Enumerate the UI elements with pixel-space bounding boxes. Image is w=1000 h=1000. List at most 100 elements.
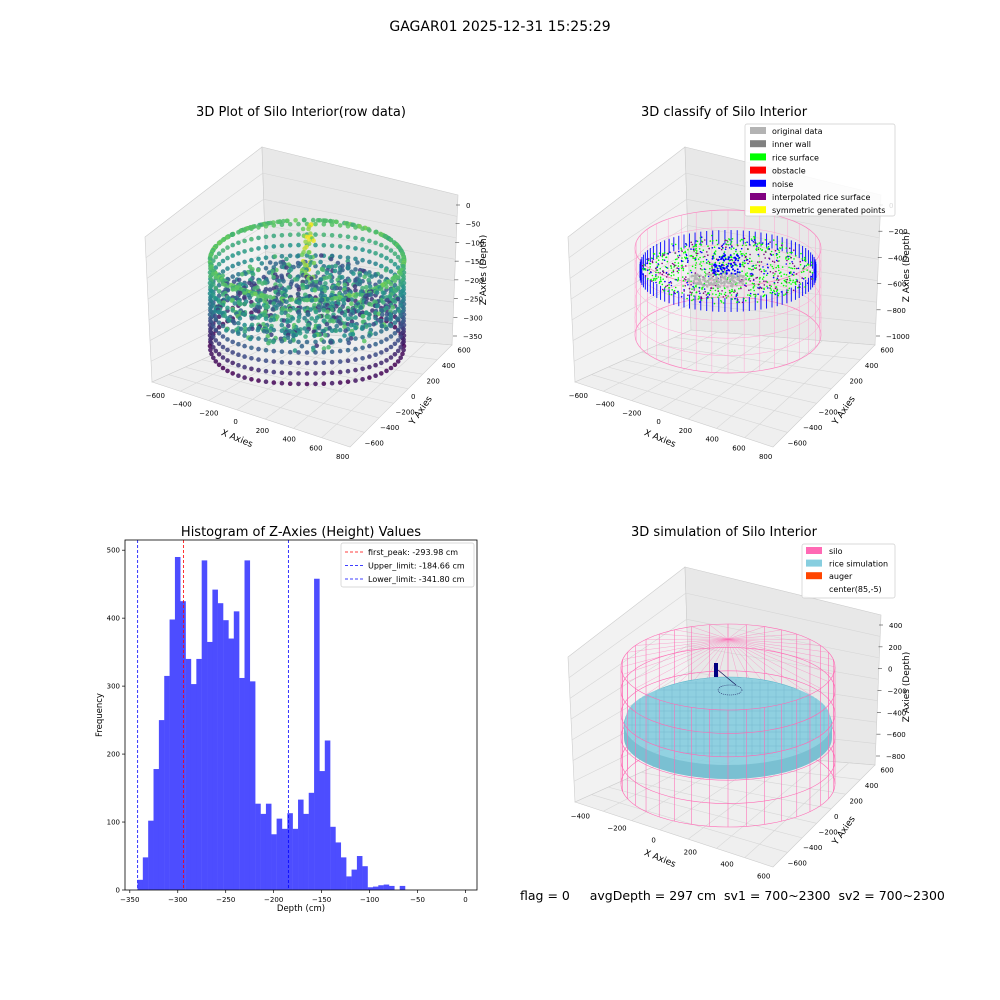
x-tick-label: −350 bbox=[120, 896, 139, 904]
classified-point bbox=[795, 280, 797, 283]
classified-point bbox=[788, 247, 791, 250]
noise-point bbox=[737, 259, 740, 262]
data-point bbox=[284, 218, 290, 224]
classified-point bbox=[802, 278, 805, 280]
x-tick-label: −600 bbox=[146, 392, 165, 400]
data-point bbox=[379, 253, 384, 258]
data-point bbox=[230, 287, 235, 292]
data-point bbox=[337, 359, 343, 364]
data-point bbox=[353, 288, 358, 293]
classified-point bbox=[780, 271, 782, 274]
x-tick-label: 0 bbox=[463, 896, 467, 904]
noise-point bbox=[713, 272, 716, 275]
classified-point bbox=[687, 249, 689, 251]
data-point bbox=[360, 226, 365, 231]
histogram-bar bbox=[308, 792, 315, 890]
data-point bbox=[401, 295, 406, 300]
classified-point bbox=[672, 270, 675, 273]
classified-point bbox=[673, 264, 676, 267]
histogram-bar bbox=[217, 603, 224, 890]
data-point bbox=[329, 349, 335, 355]
data-point bbox=[345, 265, 351, 271]
data-point bbox=[296, 287, 302, 292]
y-tick-label: −400 bbox=[803, 844, 822, 852]
original-point bbox=[741, 282, 745, 286]
data-point bbox=[342, 313, 348, 318]
data-point bbox=[216, 240, 222, 246]
classified-point bbox=[802, 267, 805, 269]
noise-point bbox=[715, 264, 718, 267]
histogram-bar bbox=[340, 857, 347, 890]
data-point bbox=[373, 261, 378, 267]
classified-point bbox=[650, 271, 652, 274]
noise-point bbox=[722, 266, 725, 269]
data-point bbox=[342, 333, 347, 338]
classified-point bbox=[722, 296, 725, 298]
data-point bbox=[321, 307, 327, 313]
classified-point bbox=[793, 258, 795, 260]
data-point bbox=[249, 226, 254, 231]
classified-point bbox=[701, 251, 703, 254]
classified-point bbox=[752, 241, 755, 243]
data-point bbox=[384, 337, 389, 342]
classified-point bbox=[661, 255, 664, 258]
z-tick-label: −400 bbox=[888, 254, 907, 262]
data-point bbox=[395, 275, 401, 280]
classified-point bbox=[801, 258, 804, 260]
data-point bbox=[304, 329, 310, 334]
y-tick-label: −200 bbox=[819, 408, 838, 416]
data-point bbox=[256, 336, 261, 341]
classified-point bbox=[682, 269, 685, 272]
classified-point bbox=[769, 264, 772, 266]
data-point bbox=[231, 279, 237, 285]
classified-point bbox=[786, 259, 788, 262]
classified-point bbox=[665, 256, 667, 259]
data-point bbox=[249, 247, 254, 252]
data-point bbox=[388, 287, 394, 293]
original-point bbox=[744, 277, 747, 280]
data-point bbox=[337, 244, 343, 249]
classified-point bbox=[656, 266, 658, 269]
classified-point bbox=[678, 254, 681, 257]
classified-point bbox=[655, 274, 657, 276]
classified-point bbox=[702, 256, 705, 258]
classified-point bbox=[752, 278, 755, 281]
data-point bbox=[373, 251, 378, 256]
histogram-bar bbox=[330, 826, 336, 890]
classified-point bbox=[735, 295, 737, 297]
rice-surface-side bbox=[624, 724, 832, 779]
auger-ring bbox=[717, 684, 743, 696]
classified-point bbox=[753, 289, 755, 292]
classified-point bbox=[706, 251, 708, 253]
classified-point bbox=[735, 250, 737, 253]
z-tick-label: −150 bbox=[465, 258, 484, 266]
classified-point bbox=[745, 258, 748, 260]
classified-point bbox=[652, 279, 655, 282]
classified-point bbox=[700, 261, 702, 263]
z-tick-label: 400 bbox=[889, 622, 902, 630]
histogram-bar bbox=[244, 560, 251, 890]
histogram-bars bbox=[137, 556, 406, 890]
legend-label: noise bbox=[772, 180, 793, 189]
classified-point bbox=[692, 257, 694, 260]
silo-ring bbox=[620, 690, 836, 734]
original-point bbox=[714, 278, 717, 281]
classified-point bbox=[759, 248, 762, 250]
data-point bbox=[249, 316, 255, 321]
classified-point bbox=[677, 272, 680, 274]
classified-point bbox=[733, 291, 735, 294]
classified-point bbox=[804, 258, 806, 261]
data-point bbox=[212, 309, 217, 315]
classified-point bbox=[762, 276, 765, 279]
classified-point bbox=[744, 284, 746, 287]
data-point bbox=[337, 223, 343, 228]
classified-point bbox=[804, 277, 807, 279]
data-point bbox=[342, 282, 348, 288]
data-point bbox=[395, 338, 401, 343]
classified-point bbox=[692, 248, 695, 251]
noise-point bbox=[738, 271, 741, 274]
data-point bbox=[356, 308, 361, 314]
classified-point bbox=[673, 266, 675, 268]
classified-point bbox=[752, 244, 755, 247]
classified-point bbox=[780, 282, 783, 285]
